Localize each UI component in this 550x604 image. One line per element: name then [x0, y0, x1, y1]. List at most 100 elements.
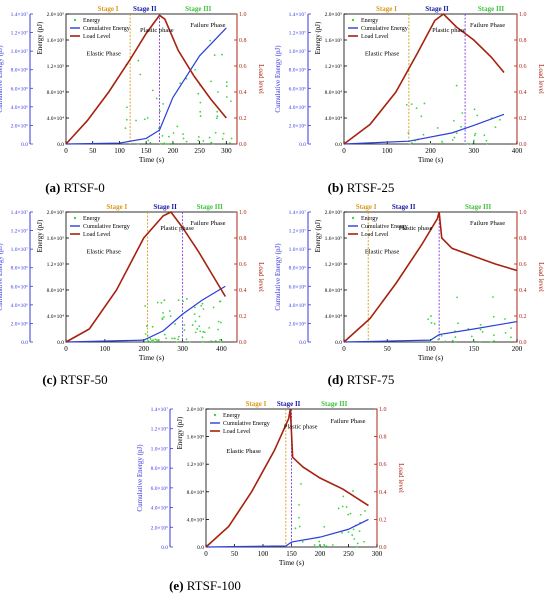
energy-point [199, 330, 202, 333]
stage-label: Stage III [321, 400, 348, 408]
energy-point [452, 119, 455, 122]
energy-tick-label: 8.0×10⁴ [187, 490, 204, 496]
chart-svg: 0.0 2.0×10⁶ 4.0×10⁶ 6.0×10⁶ 8.0×10⁶ 1.0×10⁷ 1.… [136, 400, 405, 567]
energy-point [504, 318, 506, 320]
energy-point [179, 82, 182, 85]
energy-point [182, 300, 185, 303]
phase-label: Elastic Phase [226, 448, 261, 455]
energy-point [163, 299, 166, 302]
energy-tick-label: 1.6×10⁵ [47, 236, 64, 242]
energy-point [188, 341, 191, 343]
energy-point [364, 510, 366, 512]
energy-point [409, 143, 412, 145]
legend-load-label: Load Level [83, 34, 111, 40]
stage-label: Stage I [376, 5, 397, 13]
cumulative-tick-label: 8.0×10⁶ [289, 266, 306, 272]
energy-point [347, 531, 350, 534]
x-tick-label: 200 [512, 345, 523, 353]
energy-point [217, 320, 220, 323]
energy-point [173, 337, 176, 340]
legend-energy-label: Energy [361, 18, 378, 24]
energy-point [423, 102, 426, 105]
energy-point [481, 330, 484, 333]
phase-label: Elastic Phase [86, 249, 121, 256]
energy-point [415, 107, 418, 110]
energy-point [157, 340, 160, 342]
energy-tick-label: 0.0 [335, 340, 342, 346]
load-tick-label: 1.0 [239, 12, 247, 18]
energy-point [358, 530, 361, 533]
cumulative-axis-label: Cumulative Energy (pJ) [136, 444, 144, 512]
energy-point [156, 301, 159, 304]
energy-point [159, 110, 161, 113]
load-tick-label: 0.4 [519, 288, 527, 294]
panel-caption-text: RTSF-100 [183, 578, 241, 593]
stage-label: Stage I [106, 203, 127, 211]
cumulative-energy-line [343, 113, 505, 145]
energy-scatter [427, 296, 512, 343]
energy-point [479, 323, 482, 326]
energy-point [470, 335, 473, 338]
cumulative-tick-label: 4.0×10⁶ [11, 105, 28, 111]
energy-point [218, 300, 221, 303]
energy-point [194, 68, 197, 71]
energy-point [217, 328, 220, 331]
cumulative-tick-label: 0.0 [21, 340, 28, 346]
energy-point [182, 133, 184, 136]
load-tick-label: 0.0 [519, 142, 527, 148]
panel-caption: (a) RTSF-0 [35, 180, 115, 196]
energy-point [342, 495, 345, 498]
energy-point [149, 141, 152, 144]
energy-point [492, 334, 495, 337]
cumulative-energy-line [205, 518, 369, 548]
legend-load-label: Load Level [361, 232, 389, 238]
legend-energy-label: Energy [361, 216, 378, 222]
cumulative-tick-label: 4.0×10⁶ [151, 506, 168, 512]
energy-point [347, 513, 350, 516]
energy-axis-label: Energy (pJ) [36, 21, 44, 54]
x-tick-label: 50 [231, 550, 239, 558]
stage-label: Stage I [98, 5, 119, 13]
energy-point [323, 545, 326, 548]
energy-point [203, 331, 206, 334]
energy-point [493, 340, 496, 342]
load-tick-label: 0.2 [379, 517, 387, 523]
legend-energy-marker [73, 216, 77, 220]
energy-tick-label: 2.0×10⁵ [187, 407, 204, 413]
energy-point [198, 315, 201, 318]
cumulative-tick-label: 2.0×10⁶ [289, 123, 306, 129]
load-level-line [65, 210, 227, 343]
energy-tick-label: 4.0×10⁴ [187, 517, 204, 523]
energy-point [429, 340, 432, 343]
cumulative-tick-label: 0.0 [299, 340, 306, 346]
energy-point [473, 108, 476, 111]
load-tick-label: 0.8 [239, 38, 247, 44]
energy-point [353, 538, 356, 540]
phase-label: Plastic phase [432, 27, 466, 34]
load-axis-label: Load level [537, 262, 545, 292]
energy-point [185, 338, 188, 341]
x-tick-label: 0 [342, 147, 346, 155]
phase-label: Plastic phase [284, 423, 318, 430]
energy-point [220, 340, 222, 343]
x-tick-label: 400 [512, 147, 523, 155]
stage-label: Stage III [478, 5, 505, 13]
cumulative-energy-line [65, 27, 227, 145]
cumulative-axis-label: Cumulative Energy (pJ) [0, 45, 4, 113]
energy-tick-label: 2.0×10⁵ [47, 210, 64, 216]
cumulative-tick-label: 1.2×10⁷ [11, 229, 28, 235]
phase-label: Elastic Phase [365, 249, 400, 256]
load-tick-label: 0.8 [519, 38, 527, 44]
energy-point [217, 91, 219, 93]
legend-cumulative-label: Cumulative Energy [361, 26, 408, 32]
x-axis-label: Time (s) [418, 155, 444, 164]
energy-point [185, 77, 188, 80]
energy-point [143, 118, 146, 121]
energy-point [202, 140, 205, 142]
load-axis-label: Load level [257, 262, 265, 292]
energy-point [164, 143, 167, 145]
energy-axis-label: Energy (pJ) [314, 219, 322, 252]
legend-cumulative-label: Cumulative Energy [83, 224, 130, 230]
energy-point [345, 506, 348, 508]
energy-point [297, 516, 300, 519]
